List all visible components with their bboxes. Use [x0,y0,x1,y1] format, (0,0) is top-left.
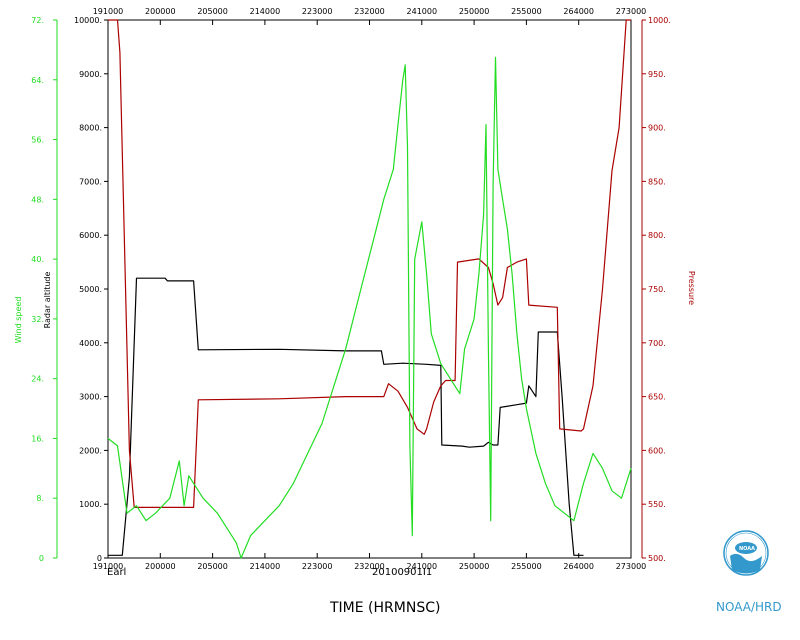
altitude-tick-label: 3000. [79,393,102,402]
x-tick-label-top: 250000 [459,7,490,16]
pressure-tick-label: 550. [648,500,666,509]
altitude-tick-label: 6000. [79,231,102,240]
altitude-tick-label: 9000. [79,70,102,79]
date-label: 20100901I1 [372,567,432,578]
pressure-tick-label: 700. [648,339,666,348]
x-tick-label: 223000 [302,562,333,571]
series-line-pressure [108,19,631,508]
x-tick-label: 205000 [197,562,228,571]
x-tick-label: 255000 [511,562,542,571]
pressure-tick-label: 900. [648,124,666,133]
altitude-axis-label: Radar altitude [43,272,52,329]
x-tick-label: 191000 [93,562,124,571]
x-tick-label-top: 273000 [616,7,647,16]
noaa-logo: NOAA [723,530,769,576]
wind-tick-label: 48. [31,195,44,204]
altitude-tick-label: 5000. [79,285,102,294]
x-tick-label: 214000 [250,562,281,571]
wind-tick-label: 32. [31,315,44,324]
series-line-altitude [108,277,584,556]
altitude-tick-label: 1000. [79,500,102,509]
x-tick-label: 232000 [354,562,385,571]
x-tick-label-top: 241000 [407,7,438,16]
pressure-tick-label: 800. [648,231,666,240]
pressure-axis-label: Pressure [687,271,696,305]
wind-tick-label: 0 [39,554,44,563]
x-tick-label: 273000 [616,562,647,571]
x-tick-label: 264000 [563,562,594,571]
x-tick-label-top: 223000 [302,7,333,16]
altitude-tick-label: 0 [97,554,102,563]
series-line-wind [107,56,632,559]
altitude-tick-label: 8000. [79,124,102,133]
x-tick-label: 250000 [459,562,490,571]
wind-tick-label: 40. [31,255,44,264]
x-tick-label-top: 264000 [563,7,594,16]
x-tick-label-top: 200000 [145,7,176,16]
noaa-hrd-label: NOAA/HRD [716,600,782,614]
axes-group: 191000 191000 200000 200000 205000 205000 2140… [31,7,671,571]
pressure-tick-label: 600. [648,446,666,455]
x-tick-label: 200000 [145,562,176,571]
wind-tick-label: 72. [31,16,44,25]
x-axis-label: TIME (HRMNSC) [329,600,440,616]
altitude-tick-label: 10000. [74,16,102,25]
plot-frame [107,19,632,559]
pressure-tick-label: 850. [648,177,666,186]
x-tick-label-top: 214000 [250,7,281,16]
pressure-tick-label: 1000. [648,16,671,25]
wind-tick-label: 24. [31,375,44,384]
pressure-tick-label: 950. [648,70,666,79]
x-tick-label-top: 255000 [511,7,542,16]
svg-text:NOAA: NOAA [739,546,755,552]
pressure-tick-label: 650. [648,393,666,402]
pressure-tick-label: 750. [648,285,666,294]
pressure-tick-label: 500. [648,554,666,563]
altitude-tick-label: 7000. [79,177,102,186]
wind-axis-label: Wind speed [14,297,23,344]
x-tick-label-top: 205000 [197,7,228,16]
altitude-tick-label: 4000. [79,339,102,348]
series-group [107,19,632,559]
wind-tick-label: 64. [31,76,44,85]
x-tick-label-top: 232000 [354,7,385,16]
altitude-tick-label: 2000. [79,446,102,455]
x-tick-label-top: 191000 [93,7,124,16]
storm-label: Earl [107,567,126,578]
wind-tick-label: 8. [36,494,44,503]
wind-tick-label: 16. [31,434,44,443]
wind-tick-label: 56. [31,136,44,145]
x-tick-label: 241000 [407,562,438,571]
